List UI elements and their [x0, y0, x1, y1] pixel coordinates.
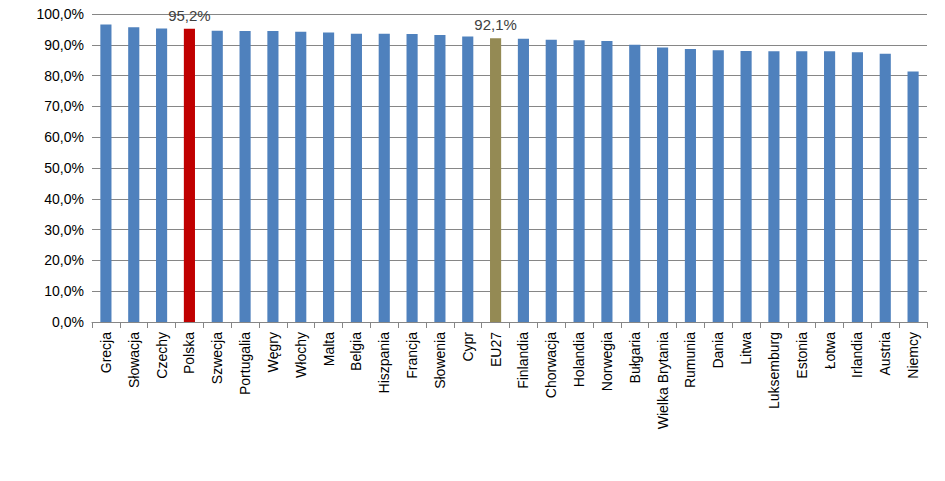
svg-text:Polska: Polska	[181, 332, 197, 374]
svg-text:Słowacja: Słowacja	[126, 332, 142, 388]
svg-text:Luksemburg: Luksemburg	[766, 332, 782, 409]
svg-text:Dania: Dania	[710, 332, 726, 369]
svg-text:Czechy: Czechy	[154, 332, 170, 379]
svg-text:Wielka Brytania: Wielka Brytania	[655, 332, 671, 429]
svg-text:Holandia: Holandia	[571, 332, 587, 387]
svg-text:Hiszpania: Hiszpania	[376, 332, 392, 394]
svg-text:80,0%: 80,0%	[44, 68, 84, 84]
svg-text:100,0%: 100,0%	[37, 6, 84, 22]
svg-text:Belgia: Belgia	[348, 332, 364, 371]
svg-text:Grecja: Grecja	[98, 332, 114, 373]
svg-text:Słowenia: Słowenia	[432, 332, 448, 389]
svg-text:Norwegia: Norwegia	[599, 332, 615, 391]
svg-text:EU27: EU27	[488, 332, 504, 367]
svg-text:95,2%: 95,2%	[168, 7, 211, 24]
svg-text:90,0%: 90,0%	[44, 37, 84, 53]
svg-text:70,0%: 70,0%	[44, 98, 84, 114]
svg-text:Rumunia: Rumunia	[682, 332, 698, 388]
svg-text:Bułgaria: Bułgaria	[627, 332, 643, 384]
svg-text:Łotwa: Łotwa	[822, 332, 838, 370]
svg-text:Francja: Francja	[404, 332, 420, 379]
svg-text:0,0%: 0,0%	[52, 314, 84, 330]
svg-text:40,0%: 40,0%	[44, 191, 84, 207]
svg-text:Litwa: Litwa	[738, 332, 754, 365]
svg-text:Portugalia: Portugalia	[237, 332, 253, 395]
svg-text:Austria: Austria	[877, 332, 893, 376]
svg-text:Irlandia: Irlandia	[849, 332, 865, 378]
svg-text:20,0%: 20,0%	[44, 252, 84, 268]
svg-text:Szwecja: Szwecja	[209, 332, 225, 384]
svg-text:60,0%: 60,0%	[44, 129, 84, 145]
svg-text:10,0%: 10,0%	[44, 283, 84, 299]
svg-text:Węgry: Węgry	[265, 332, 281, 372]
svg-text:Włochy: Włochy	[293, 332, 309, 378]
svg-text:50,0%: 50,0%	[44, 160, 84, 176]
svg-text:Niemcy: Niemcy	[905, 332, 921, 379]
svg-text:Estonia: Estonia	[794, 332, 810, 379]
svg-text:Finlandia: Finlandia	[515, 332, 531, 389]
svg-text:30,0%: 30,0%	[44, 222, 84, 238]
svg-text:92,1%: 92,1%	[474, 16, 517, 33]
svg-text:Cypr: Cypr	[460, 332, 476, 362]
svg-text:Chorwacja: Chorwacja	[543, 332, 559, 398]
svg-text:Malta: Malta	[321, 332, 337, 366]
